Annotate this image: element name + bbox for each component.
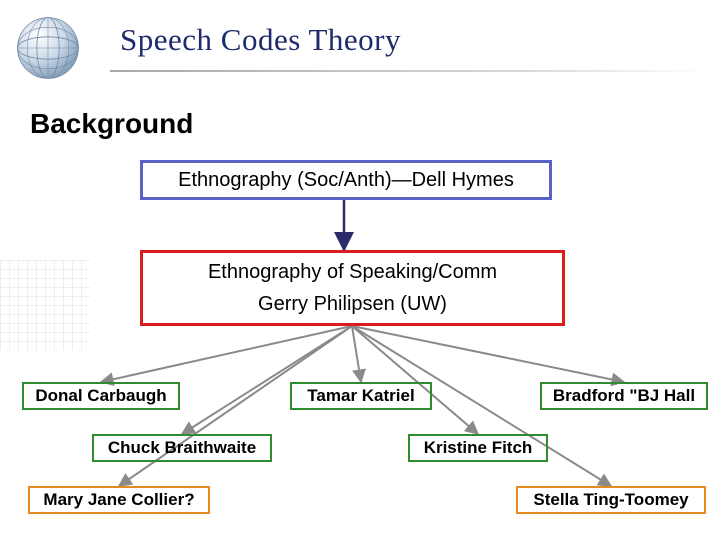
node-label: Tamar Katriel	[307, 386, 414, 406]
slide-title: Speech Codes Theory	[120, 22, 401, 58]
node-label-line1: Ethnography of Speaking/Comm	[208, 256, 497, 288]
node-collier: Mary Jane Collier?	[28, 486, 210, 514]
node-carbaugh: Donal Carbaugh	[22, 382, 180, 410]
node-ethnography-hymes: Ethnography (Soc/Anth)—Dell Hymes	[140, 160, 552, 200]
node-label: Chuck Braithwaite	[108, 438, 256, 458]
node-label: Stella Ting-Toomey	[533, 490, 688, 510]
node-bjhall: Bradford "BJ Hall	[540, 382, 708, 410]
globe-icon	[0, 0, 95, 95]
node-label: Kristine Fitch	[424, 438, 533, 458]
node-fitch: Kristine Fitch	[408, 434, 548, 462]
node-braithwaite: Chuck Braithwaite	[92, 434, 272, 462]
node-label: Ethnography (Soc/Anth)—Dell Hymes	[178, 169, 514, 192]
node-label: Bradford "BJ Hall	[553, 386, 695, 406]
background-grid-decoration	[0, 260, 90, 350]
node-label-line2: Gerry Philipsen (UW)	[258, 288, 447, 320]
node-ethnography-of-speaking: Ethnography of Speaking/Comm Gerry Phili…	[140, 250, 565, 326]
subheading: Background	[30, 108, 193, 140]
node-katriel: Tamar Katriel	[290, 382, 432, 410]
node-label: Donal Carbaugh	[35, 386, 166, 406]
title-underline	[110, 70, 710, 72]
node-label: Mary Jane Collier?	[43, 490, 194, 510]
node-ting-toomey: Stella Ting-Toomey	[516, 486, 706, 514]
